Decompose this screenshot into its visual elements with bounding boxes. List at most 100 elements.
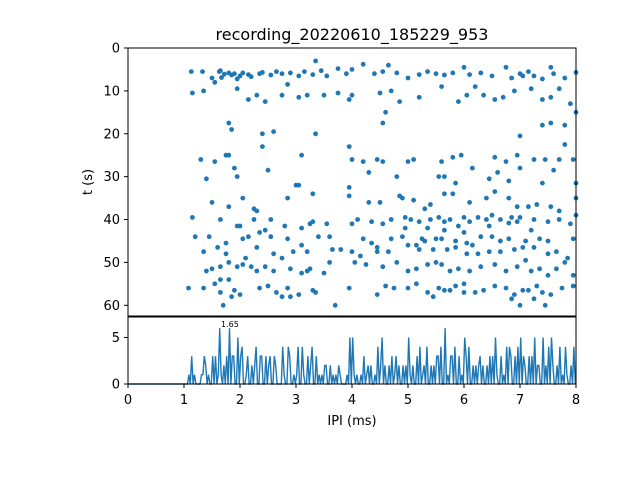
spike-point <box>545 272 551 278</box>
spike-point <box>288 266 293 272</box>
spike-point <box>503 285 509 291</box>
spike-point <box>299 270 304 276</box>
spike-point <box>240 262 246 267</box>
spike-point <box>248 264 254 270</box>
spike-point <box>234 174 240 180</box>
spike-point <box>514 152 520 158</box>
spike-point <box>324 73 330 79</box>
spike-point <box>548 64 554 70</box>
spike-point <box>486 249 492 255</box>
spike-point <box>528 227 534 233</box>
spike-point <box>327 260 332 265</box>
spike-point <box>556 157 562 162</box>
spike-point <box>358 253 363 259</box>
histogram-x-axis-label: IPI (ms) <box>327 414 376 429</box>
spike-point <box>425 69 430 74</box>
spike-point <box>246 97 251 102</box>
spike-point <box>425 225 430 231</box>
spike-point <box>405 159 411 165</box>
spike-point <box>212 159 218 165</box>
spike-point <box>212 281 218 287</box>
spike-point <box>360 61 366 67</box>
spike-point <box>453 238 458 244</box>
histogram-x-tick-label: 2 <box>236 393 244 408</box>
spike-point <box>453 180 458 186</box>
spike-point <box>201 88 207 94</box>
spike-point <box>439 84 444 89</box>
spike-point <box>517 215 523 220</box>
spike-point <box>330 247 335 252</box>
spike-point <box>363 262 369 267</box>
spike-point <box>506 236 512 242</box>
spike-point <box>304 249 310 255</box>
spike-point <box>349 157 355 162</box>
spike-point <box>366 170 372 175</box>
histogram-y-tick-label: 0 <box>112 378 120 393</box>
spike-point <box>503 64 509 70</box>
spike-point <box>234 76 240 82</box>
spike-point <box>484 217 489 222</box>
spike-point <box>310 72 316 77</box>
spike-point <box>290 249 296 255</box>
spike-point <box>453 283 458 289</box>
spike-point <box>430 294 436 300</box>
spike-point <box>352 260 358 265</box>
spike-point <box>509 215 514 220</box>
spike-point <box>260 144 265 150</box>
spike-point <box>551 71 556 77</box>
spike-point <box>299 152 304 158</box>
spike-point <box>226 120 232 126</box>
spike-point <box>512 88 517 94</box>
spike-point <box>565 255 570 261</box>
spike-point <box>461 230 467 235</box>
spike-point <box>218 290 223 295</box>
spike-point <box>397 99 402 104</box>
spike-point <box>346 285 352 291</box>
spike-point <box>237 223 243 229</box>
spike-point <box>416 219 422 225</box>
spike-point <box>512 247 517 252</box>
spike-point <box>360 159 366 165</box>
spike-point <box>190 215 195 220</box>
spike-point <box>442 287 447 293</box>
spike-point <box>313 290 318 295</box>
spike-point <box>478 70 484 76</box>
spike-point <box>279 92 285 98</box>
spike-point <box>492 283 498 289</box>
spike-point <box>226 204 232 210</box>
spike-point <box>201 285 207 291</box>
spike-point <box>534 283 540 289</box>
spike-point <box>447 287 453 293</box>
spike-point <box>237 292 243 297</box>
spike-point <box>411 197 416 203</box>
spike-point <box>456 266 461 272</box>
spike-point <box>271 268 276 274</box>
spike-point <box>232 71 237 77</box>
spike-point <box>240 195 246 201</box>
raster-y-tick-label: 50 <box>103 256 120 271</box>
spike-point <box>570 236 576 242</box>
spike-point <box>349 67 355 72</box>
spike-point <box>282 223 288 229</box>
spike-point <box>327 234 332 240</box>
spike-point <box>209 266 215 272</box>
spike-point <box>458 152 464 158</box>
spike-point <box>221 71 227 77</box>
histogram-x-ticks: 0 1 2 3 4 5 6 7 8 <box>124 384 580 408</box>
spike-point <box>442 191 447 197</box>
spike-point <box>486 176 492 182</box>
spike-point <box>262 227 268 233</box>
spike-point <box>377 200 383 205</box>
spike-point <box>531 296 537 302</box>
raster-y-tick-label: 30 <box>103 170 120 185</box>
spike-point <box>240 236 246 242</box>
spike-point <box>540 97 545 102</box>
spike-point <box>526 287 531 293</box>
spike-point <box>436 285 442 291</box>
spike-point <box>380 159 386 165</box>
spike-point <box>416 72 422 77</box>
spike-point <box>405 242 411 248</box>
spike-point <box>540 180 545 186</box>
